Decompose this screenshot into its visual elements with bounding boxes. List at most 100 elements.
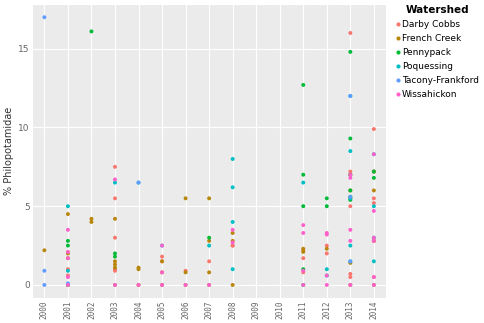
Point [346,194,353,199]
Point [64,281,72,286]
Point [299,246,306,251]
Point [322,196,330,201]
Point [228,230,236,235]
Point [88,219,95,224]
Point [135,180,142,185]
Point [135,282,142,287]
Point [322,266,330,272]
Point [64,282,72,287]
Point [369,196,377,201]
Point [346,282,353,287]
Point [369,169,377,174]
Point [64,251,72,256]
Point [64,249,72,255]
Point [299,270,306,275]
Point [346,93,353,99]
Point [369,201,377,206]
Point [299,82,306,88]
Point [111,177,119,182]
Point [322,282,330,287]
Point [205,243,212,248]
Point [228,243,236,248]
Point [205,259,212,264]
Point [135,266,142,272]
Point [64,282,72,287]
Point [299,203,306,209]
Point [346,175,353,181]
Point [299,255,306,261]
Point [158,254,166,259]
Point [228,219,236,224]
Point [41,268,48,273]
Point [369,238,377,244]
Point [369,275,377,280]
Point [111,254,119,259]
Point [346,275,353,280]
Point [369,282,377,287]
Point [228,240,236,245]
Point [228,238,236,244]
Point [111,282,119,287]
Point [346,271,353,276]
Point [346,243,353,248]
Point [205,196,212,201]
Point [346,149,353,154]
Point [228,156,236,162]
Point [299,282,306,287]
Point [346,169,353,174]
Point [111,196,119,201]
Point [346,196,353,201]
Point [322,203,330,209]
Point [205,282,212,287]
Point [111,265,119,270]
Point [158,270,166,275]
Point [41,15,48,20]
Point [205,238,212,244]
Point [182,270,189,275]
Point [299,249,306,255]
Point [158,243,166,248]
Point [369,127,377,132]
Point [111,268,119,273]
Point [369,282,377,287]
Point [64,268,72,273]
Point [346,188,353,193]
Point [88,29,95,34]
Point [369,259,377,264]
Point [346,172,353,177]
Point [299,248,306,253]
Point [369,203,377,209]
Point [64,266,72,272]
Point [228,266,236,272]
Point [64,238,72,244]
Point [346,49,353,55]
Point [346,188,353,193]
Point [369,152,377,157]
Point [228,185,236,190]
Point [369,235,377,240]
Point [346,197,353,203]
Point [369,175,377,181]
Point [111,251,119,256]
Point [346,172,353,177]
Point [111,262,119,267]
Point [135,265,142,270]
Point [182,282,189,287]
Point [346,282,353,287]
Point [64,255,72,261]
Point [299,223,306,228]
Point [135,180,142,185]
Point [111,282,119,287]
Point [111,216,119,221]
Point [228,282,236,287]
Point [346,259,353,264]
Point [369,169,377,174]
Point [346,93,353,99]
Point [346,203,353,209]
Point [346,194,353,199]
Point [158,259,166,264]
Point [369,275,377,280]
Point [205,282,212,287]
Point [299,172,306,177]
Point [41,248,48,253]
